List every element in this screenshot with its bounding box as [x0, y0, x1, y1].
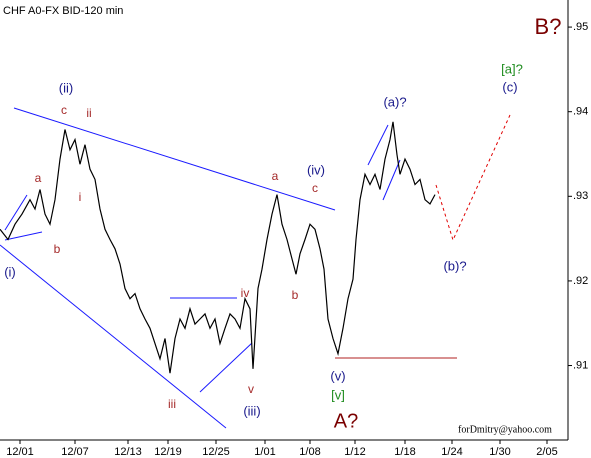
- wave-label: (a)?: [383, 94, 406, 109]
- wave-label: b: [292, 288, 299, 302]
- trend-line: [4, 231, 43, 241]
- wave-label: ii: [86, 106, 91, 120]
- chart-title: CHF A0-FX BID-120 min: [3, 5, 123, 17]
- trend-line: [4, 194, 28, 231]
- x-tick-label: 12/19: [154, 446, 182, 458]
- trend-line: [199, 342, 253, 393]
- x-tick-label: 2/05: [536, 446, 557, 458]
- x-tick-label: 12/25: [202, 446, 230, 458]
- wave-label: b: [54, 242, 61, 256]
- wave-label: A?: [334, 410, 358, 432]
- wave-label: iv: [241, 286, 250, 300]
- trend-line: [13, 107, 336, 211]
- projection: [435, 114, 511, 242]
- price-line: [0, 121, 436, 374]
- wave-label: c: [61, 103, 67, 117]
- wave-label: i: [79, 190, 82, 204]
- wave-label: (v): [330, 368, 345, 383]
- wave-label: a: [272, 169, 279, 183]
- wave-label: v: [248, 382, 254, 396]
- wave-label: (i): [4, 264, 16, 279]
- wave-label: (iv): [307, 162, 325, 177]
- x-tick-label: 12/07: [61, 446, 89, 458]
- y-tick-label: .93: [573, 190, 588, 202]
- y-tick-label: .92: [573, 275, 588, 287]
- x-tick-label: 1/08: [299, 446, 320, 458]
- y-tick-label: .95: [573, 21, 588, 33]
- y-tick-label: .94: [573, 106, 588, 118]
- wave-label: iii: [168, 397, 176, 411]
- wave-label: [a]?: [501, 61, 523, 76]
- x-tick-label: 1/24: [441, 446, 462, 458]
- x-tick-label: 1/12: [344, 446, 365, 458]
- wave-label: c: [312, 181, 318, 195]
- x-tick-label: 1/01: [254, 446, 275, 458]
- wave-label: B?: [535, 14, 562, 39]
- wave-label: [v]: [331, 387, 345, 402]
- x-tick-label: 1/18: [394, 446, 415, 458]
- wave-label: forDmitry@yahoo.com: [458, 424, 552, 435]
- x-tick-label: 12/01: [6, 446, 34, 458]
- x-tick-label: 1/30: [489, 446, 510, 458]
- x-tick-label: 12/13: [114, 446, 142, 458]
- wave-label: (b)?: [443, 258, 466, 273]
- trend-line: [0, 244, 227, 429]
- wave-label: a: [35, 171, 42, 185]
- trend-line: [382, 159, 401, 201]
- wave-lines: [0, 107, 511, 429]
- y-tick-label: .91: [573, 359, 588, 371]
- wave-label: (c): [502, 79, 517, 94]
- wave-label: (ii): [59, 80, 73, 95]
- trend-line: [367, 124, 389, 166]
- wave-label: (iii): [243, 403, 260, 418]
